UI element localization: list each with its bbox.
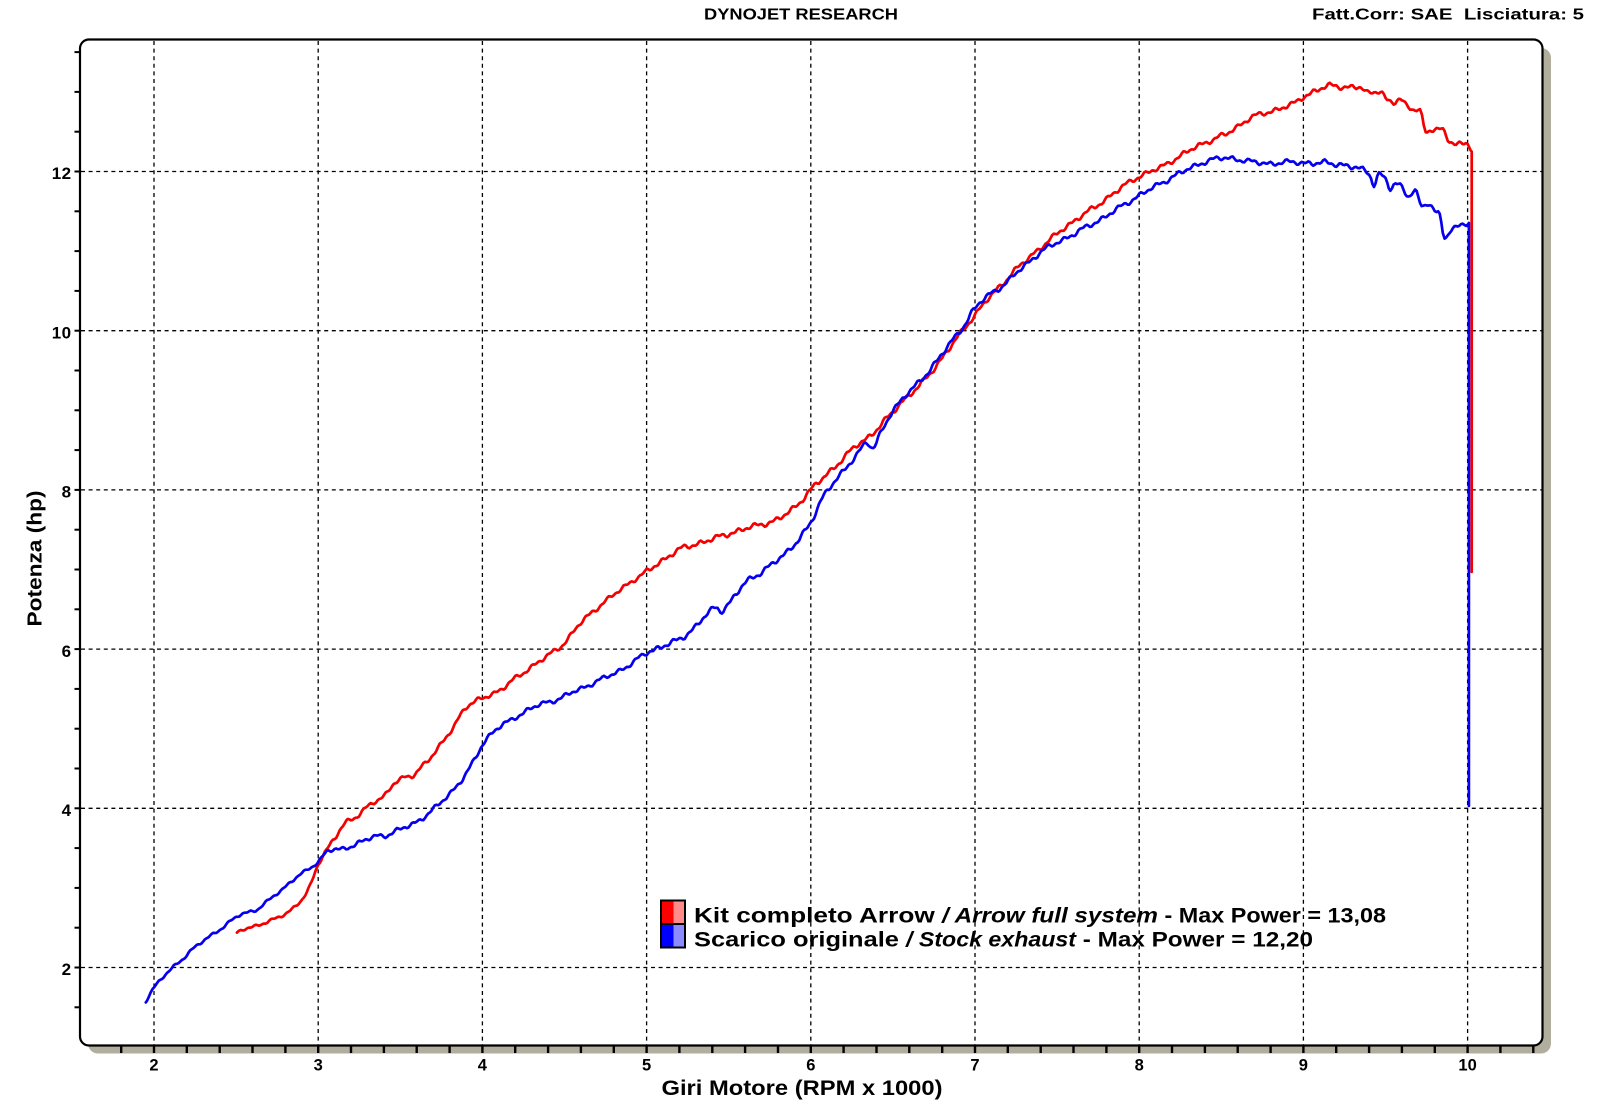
svg-text:Giri Motore (RPM x 1000): Giri Motore (RPM x 1000) [662,1077,943,1100]
svg-text:4: 4 [62,801,72,820]
svg-text:9: 9 [1299,1057,1308,1075]
svg-text:Kit completo Arrow / Arrow ful: Kit completo Arrow / Arrow full system -… [694,905,1386,928]
svg-text:6: 6 [806,1057,815,1075]
svg-text:10: 10 [52,323,72,342]
svg-text:8: 8 [1135,1057,1144,1075]
svg-text:12: 12 [52,164,72,183]
svg-text:7: 7 [970,1057,979,1075]
svg-text:Fatt.Corr: SAE Lisciatura: 5: Fatt.Corr: SAE Lisciatura: 5 [1312,7,1584,24]
svg-text:6: 6 [62,642,72,661]
svg-text:3: 3 [314,1057,323,1075]
svg-text:Scarico originale / Stock exha: Scarico originale / Stock exhaust - Max … [694,929,1313,952]
svg-text:DYNOJET RESEARCH: DYNOJET RESEARCH [704,7,898,24]
svg-text:5: 5 [642,1057,651,1075]
svg-text:10: 10 [1458,1057,1476,1075]
svg-text:2: 2 [62,960,72,979]
svg-text:Potenza (hp): Potenza (hp) [25,491,47,627]
svg-text:4: 4 [478,1057,488,1075]
svg-text:2: 2 [149,1057,158,1075]
svg-text:8: 8 [62,483,72,502]
